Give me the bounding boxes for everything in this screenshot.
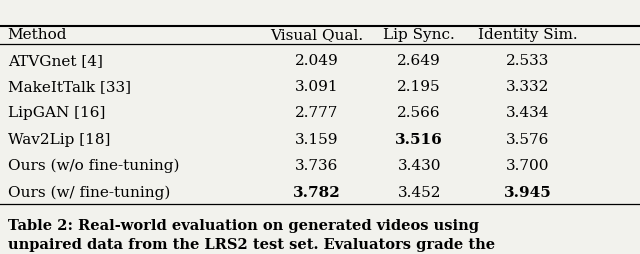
Text: 3.945: 3.945 [504,185,552,199]
Text: ATVGnet [4]: ATVGnet [4] [8,54,102,67]
Text: 3.736: 3.736 [295,158,339,172]
Text: Method: Method [8,28,67,42]
Text: unpaired data from the LRS2 test set. Evaluators grade the: unpaired data from the LRS2 test set. Ev… [8,237,495,251]
Text: 3.159: 3.159 [295,132,339,146]
Text: 3.516: 3.516 [396,132,443,146]
Text: 3.332: 3.332 [506,80,550,94]
Text: 3.091: 3.091 [295,80,339,94]
Text: 3.576: 3.576 [506,132,550,146]
Text: Ours (w/ fine-tuning): Ours (w/ fine-tuning) [8,185,170,199]
Text: 3.782: 3.782 [293,185,340,199]
Text: Identity Sim.: Identity Sim. [478,28,578,42]
Text: MakeItTalk [33]: MakeItTalk [33] [8,80,131,94]
Text: 3.700: 3.700 [506,158,550,172]
Text: 2.649: 2.649 [397,54,441,67]
Text: Visual Qual.: Visual Qual. [270,28,364,42]
Text: 2.049: 2.049 [295,54,339,67]
Text: Ours (w/o fine-tuning): Ours (w/o fine-tuning) [8,158,179,173]
Text: 3.452: 3.452 [397,185,441,199]
Text: Table 2: Real-world evaluation on generated videos using: Table 2: Real-world evaluation on genera… [8,218,479,232]
Text: LipGAN [16]: LipGAN [16] [8,106,105,120]
Text: 2.195: 2.195 [397,80,441,94]
Text: 2.566: 2.566 [397,106,441,120]
Text: Lip Sync.: Lip Sync. [383,28,455,42]
Text: 3.434: 3.434 [506,106,550,120]
Text: 2.777: 2.777 [295,106,339,120]
Text: Wav2Lip [18]: Wav2Lip [18] [8,132,110,146]
Text: 2.533: 2.533 [506,54,550,67]
Text: 3.430: 3.430 [397,158,441,172]
